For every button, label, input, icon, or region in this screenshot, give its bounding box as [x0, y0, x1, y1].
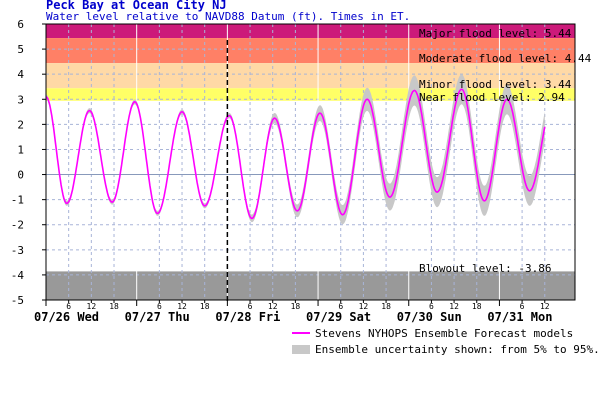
legend: Stevens NYHOPS Ensemble Forecast models E…	[292, 327, 600, 356]
y-tick-label: 0	[17, 169, 24, 182]
flood-level-bands	[46, 24, 575, 300]
band-minor	[46, 63, 575, 89]
band-moderate	[46, 38, 575, 64]
y-tick-label: 2	[17, 118, 24, 131]
day-label: 07/29 Sat	[306, 310, 371, 324]
uncertainty-band	[46, 74, 545, 225]
y-tick-label: -1	[11, 194, 24, 207]
x-tick-label: 12	[177, 302, 187, 311]
legend-label-forecast: Stevens NYHOPS Ensemble Forecast models	[315, 327, 573, 340]
x-tick-label: 18	[472, 302, 482, 311]
y-tick-label: -3	[11, 244, 24, 257]
level-label-moderate: Moderate flood level: 4.44	[419, 52, 592, 65]
band-major	[46, 24, 575, 39]
x-tick-label: 18	[200, 302, 210, 311]
y-tick-label: 4	[17, 68, 24, 81]
x-tick-label: 12	[359, 302, 369, 311]
x-tick-label: 18	[291, 302, 301, 311]
day-label: 07/27 Thu	[125, 310, 190, 324]
chart-subtitle: Water level relative to NAVD88 Datum (ft…	[46, 10, 410, 23]
level-label-minor: Minor flood level: 3.44	[419, 78, 572, 91]
day-label: 07/28 Fri	[215, 310, 280, 324]
plot-frame	[45, 23, 576, 301]
legend-band-swatch	[292, 345, 310, 354]
y-tick-label: 3	[17, 93, 24, 106]
x-tick-label: 6	[429, 302, 434, 311]
y-tick-label: -5	[11, 294, 24, 307]
y-tick-label: -2	[11, 219, 24, 232]
series-layer	[45, 40, 546, 304]
forecast-line	[45, 88, 546, 220]
band-blowout	[46, 271, 575, 300]
x-tick-label: 12	[268, 302, 278, 311]
level-label-blowout: Blowout level: -3.86	[419, 262, 551, 275]
level-labels: Major flood level: 5.44 Moderate flood le…	[419, 27, 592, 275]
level-label-major: Major flood level: 5.44	[419, 27, 572, 40]
y-tick-label: 5	[17, 43, 24, 56]
day-label: 07/31 Mon	[487, 310, 552, 324]
x-tick-label: 12	[449, 302, 459, 311]
x-tick-label: 6	[157, 302, 162, 311]
uncertainty-layer	[46, 74, 545, 225]
y-tick-label: -4	[11, 269, 25, 282]
x-tick-label: 6	[66, 302, 71, 311]
x-tick-label: 6	[520, 302, 525, 311]
y-tick-label: 1	[17, 143, 24, 156]
day-label: 07/26 Wed	[34, 310, 99, 324]
x-tick-label: 6	[248, 302, 253, 311]
x-tick-label: 18	[381, 302, 391, 311]
chart-title: Peck Bay at Ocean City NJ	[46, 0, 227, 12]
legend-label-uncertainty: Ensemble uncertainty shown: from 5% to 9…	[315, 343, 600, 356]
x-tick-label: 12	[540, 302, 550, 311]
level-label-near: Near flood level: 2.94	[419, 91, 565, 104]
band-near	[46, 88, 575, 101]
y-tick-label: 6	[17, 18, 24, 31]
x-tick-label: 12	[87, 302, 97, 311]
x-tick-label: 18	[109, 302, 119, 311]
day-label: 07/30 Sun	[397, 310, 462, 324]
x-tick-label: 6	[338, 302, 343, 311]
